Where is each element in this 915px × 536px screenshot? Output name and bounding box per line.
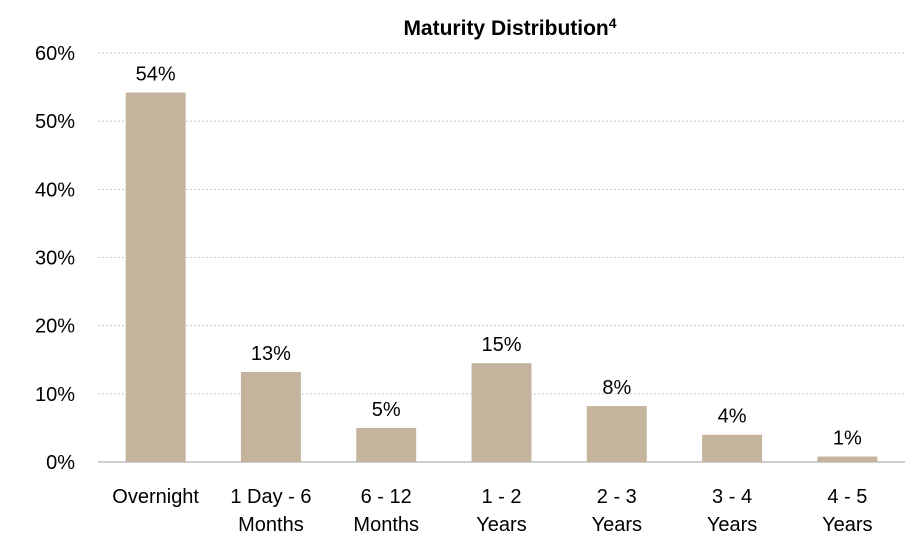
x-tick-line: Years bbox=[476, 514, 526, 536]
x-tick-line: Months bbox=[353, 514, 419, 536]
x-tick-label: 6 - 12 Months bbox=[353, 486, 419, 536]
x-tick-line: Years bbox=[822, 514, 872, 536]
y-tick-label: 30% bbox=[35, 248, 75, 270]
y-tick-label: 40% bbox=[35, 179, 75, 201]
x-tick-line: 1 Day - 6 bbox=[230, 486, 311, 508]
value-label: 54% bbox=[136, 64, 176, 86]
y-tick-label: 0% bbox=[46, 452, 75, 474]
value-label: 4% bbox=[718, 406, 747, 428]
x-tick-line: Years bbox=[707, 514, 757, 536]
x-tick-label: 2 - 3 Years bbox=[592, 486, 642, 536]
x-tick-label: 3 - 4 Years bbox=[707, 486, 757, 536]
bar bbox=[471, 363, 532, 462]
x-tick-line: Years bbox=[592, 514, 642, 536]
x-tick-line: 3 - 4 bbox=[712, 486, 752, 508]
value-label: 13% bbox=[251, 343, 291, 365]
value-label: 1% bbox=[833, 428, 862, 450]
x-tick-label: Overnight bbox=[112, 486, 199, 508]
x-tick-line: 2 - 3 bbox=[597, 486, 637, 508]
value-label: 5% bbox=[372, 399, 401, 421]
x-tick-line: 1 - 2 bbox=[481, 486, 521, 508]
y-tick-label: 20% bbox=[35, 316, 75, 338]
x-tick-line: Months bbox=[238, 514, 304, 536]
bar bbox=[702, 434, 763, 462]
bar bbox=[586, 406, 647, 462]
x-tick-line: Overnight bbox=[112, 486, 199, 508]
bar bbox=[240, 372, 301, 462]
bar bbox=[356, 427, 417, 462]
x-tick-line: 6 - 12 bbox=[361, 486, 412, 508]
bar bbox=[125, 92, 186, 462]
chart-title: Maturity Distribution4 bbox=[403, 15, 616, 40]
value-label: 8% bbox=[602, 377, 631, 399]
value-label: 15% bbox=[481, 334, 521, 356]
y-tick-label: 10% bbox=[35, 384, 75, 406]
title-text: Maturity Distribution bbox=[403, 17, 608, 40]
x-tick-label: 1 Day - 6 Months bbox=[230, 486, 311, 536]
x-tick-line: 4 - 5 bbox=[827, 486, 867, 508]
bar bbox=[817, 456, 878, 462]
x-tick-label: 4 - 5 Years bbox=[822, 486, 872, 536]
x-tick-label: 1 - 2 Years bbox=[476, 486, 526, 536]
y-tick-label: 60% bbox=[35, 43, 75, 65]
title-superscript: 4 bbox=[609, 15, 617, 31]
y-tick-label: 50% bbox=[35, 111, 75, 133]
